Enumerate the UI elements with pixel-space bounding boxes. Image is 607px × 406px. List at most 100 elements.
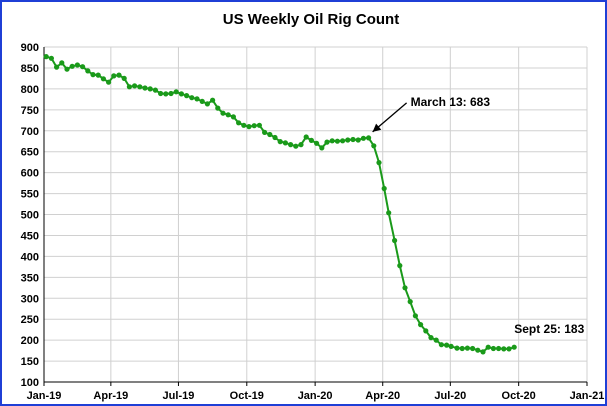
data-point xyxy=(277,139,283,145)
data-point xyxy=(173,89,179,95)
chart-title: US Weekly Oil Rig Count xyxy=(223,11,399,28)
data-point xyxy=(470,345,476,352)
y-tick-label: 300 xyxy=(21,293,39,305)
data-point xyxy=(43,54,49,60)
data-point xyxy=(64,66,70,72)
data-point xyxy=(485,344,491,350)
data-point xyxy=(386,210,392,216)
data-point xyxy=(132,83,138,89)
data-point xyxy=(100,76,106,82)
data-point xyxy=(116,72,122,78)
data-point xyxy=(121,75,127,81)
data-point xyxy=(340,138,346,144)
data-point xyxy=(178,91,184,97)
data-point xyxy=(54,64,60,70)
data-point xyxy=(147,86,153,92)
data-point xyxy=(418,322,424,328)
x-tick-label: Jan-19 xyxy=(27,390,62,402)
data-point xyxy=(360,135,366,141)
data-point xyxy=(334,138,340,144)
y-tick-label: 100 xyxy=(21,377,39,389)
data-point xyxy=(230,114,236,120)
y-tick-label: 750 xyxy=(21,105,39,117)
data-point xyxy=(111,73,117,79)
data-point xyxy=(381,185,387,192)
data-point xyxy=(433,337,439,343)
data-point xyxy=(438,342,444,348)
data-point xyxy=(225,112,231,118)
x-tick-label: Apr-20 xyxy=(365,390,400,402)
data-point xyxy=(90,72,96,78)
data-point xyxy=(251,123,257,129)
x-tick-label: Oct-19 xyxy=(230,390,264,402)
data-point xyxy=(350,136,356,143)
y-tick-label: 350 xyxy=(21,272,39,284)
data-point xyxy=(204,101,210,107)
y-tick-label: 800 xyxy=(21,84,39,96)
data-point xyxy=(355,137,361,143)
data-point xyxy=(241,122,247,128)
data-point xyxy=(308,137,314,143)
data-point xyxy=(256,122,262,128)
data-point xyxy=(142,85,148,91)
data-point xyxy=(272,134,278,141)
data-point xyxy=(59,60,65,66)
data-point xyxy=(267,131,273,138)
data-point xyxy=(329,138,335,144)
data-point xyxy=(397,263,403,269)
data-point xyxy=(319,145,325,151)
data-point xyxy=(298,142,304,148)
data-point xyxy=(168,90,174,97)
data-point xyxy=(314,140,320,146)
data-point xyxy=(194,96,200,102)
annotation-label: March 13: 683 xyxy=(411,95,491,109)
y-tick-label: 150 xyxy=(21,356,39,368)
data-point xyxy=(293,143,299,149)
data-point xyxy=(454,345,460,351)
data-point xyxy=(85,68,91,74)
data-point xyxy=(324,139,330,145)
data-point xyxy=(366,135,372,141)
y-tick-label: 200 xyxy=(21,335,39,347)
data-point xyxy=(158,90,164,97)
x-tick-label: Jul-20 xyxy=(434,390,466,402)
y-tick-label: 900 xyxy=(21,42,39,54)
x-tick-label: Apr-19 xyxy=(93,390,128,402)
y-tick-label: 850 xyxy=(21,63,39,75)
data-point xyxy=(220,110,226,116)
data-point xyxy=(137,84,143,90)
data-point xyxy=(428,335,434,341)
y-tick-label: 600 xyxy=(21,168,39,180)
data-point xyxy=(210,97,216,103)
data-point xyxy=(236,120,242,126)
x-tick-label: Jul-19 xyxy=(163,390,195,402)
data-point xyxy=(506,346,512,352)
data-point xyxy=(282,140,288,146)
data-point xyxy=(444,342,450,348)
data-point xyxy=(215,105,221,111)
data-point xyxy=(423,328,429,334)
y-tick-label: 650 xyxy=(21,147,39,159)
data-point xyxy=(80,64,86,70)
y-tick-label: 550 xyxy=(21,189,39,201)
data-point xyxy=(303,134,309,140)
annotation-arrowhead xyxy=(372,123,382,132)
data-point xyxy=(48,55,55,61)
x-tick-label: Jan-20 xyxy=(298,390,333,402)
data-point xyxy=(412,313,418,319)
data-point xyxy=(95,72,101,78)
data-point xyxy=(152,87,158,93)
data-point xyxy=(448,343,454,349)
data-point xyxy=(402,285,408,291)
y-tick-label: 500 xyxy=(21,210,39,222)
data-point xyxy=(490,345,496,352)
data-point xyxy=(262,129,268,135)
data-point xyxy=(189,95,195,101)
data-point xyxy=(106,79,112,85)
data-point xyxy=(475,347,481,353)
data-point xyxy=(288,142,294,148)
annotation-label: Sept 25: 183 xyxy=(514,322,584,336)
data-point xyxy=(69,63,75,69)
y-tick-label: 400 xyxy=(21,251,39,263)
